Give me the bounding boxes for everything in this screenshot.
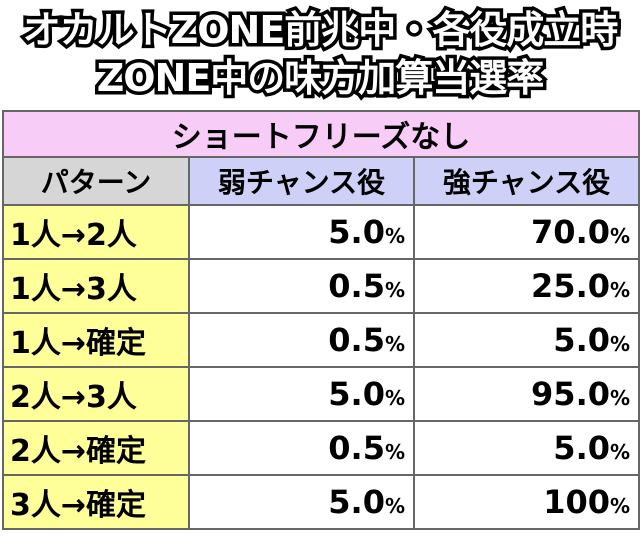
row-pattern: 1人→2人 bbox=[2, 204, 190, 260]
row-weak-value: 0.5% bbox=[188, 420, 415, 476]
table-row: 1人→確定 0.5% 5.0% bbox=[2, 312, 640, 368]
title-line-2: ZONE中の味方加算当選率 bbox=[93, 53, 548, 104]
table-row: 2人→確定 0.5% 5.0% bbox=[2, 420, 640, 476]
percent-unit: % bbox=[384, 386, 405, 410]
percent-unit: % bbox=[609, 278, 631, 302]
table-row: 3人→確定 5.0% 100% bbox=[2, 474, 640, 530]
table-row: 2人→3人 5.0% 95.0% bbox=[2, 366, 640, 422]
row-weak-value: 5.0% bbox=[188, 474, 415, 530]
percent-unit: % bbox=[384, 332, 405, 356]
table-row: 1人→3人 0.5% 25.0% bbox=[2, 258, 640, 314]
table-row: 1人→2人 5.0% 70.0% bbox=[2, 204, 640, 260]
row-strong-value: 5.0% bbox=[412, 312, 640, 368]
row-strong-value: 25.0% bbox=[412, 258, 640, 314]
row-strong-value: 5.0% bbox=[412, 420, 640, 476]
row-pattern: 2人→3人 bbox=[2, 366, 190, 422]
table-subtitle: ショートフリーズなし bbox=[1, 110, 640, 158]
row-strong-value: 100% bbox=[412, 474, 640, 530]
percent-unit: % bbox=[384, 494, 405, 518]
row-pattern: 3人→確定 bbox=[2, 474, 190, 530]
percent-unit: % bbox=[609, 494, 631, 518]
percent-unit: % bbox=[609, 386, 631, 410]
table-header-row: パターン 弱チャンス役 強チャンス役 bbox=[2, 156, 640, 206]
row-weak-value: 5.0% bbox=[188, 204, 415, 260]
title-line-1: オカルトZONE前兆中・各役成立時 bbox=[19, 5, 622, 56]
percent-unit: % bbox=[609, 440, 631, 464]
row-pattern: 1人→確定 bbox=[2, 312, 190, 368]
row-weak-value: 0.5% bbox=[188, 312, 415, 368]
row-weak-value: 5.0% bbox=[188, 366, 415, 422]
percent-unit: % bbox=[609, 332, 631, 356]
header-strong-chance: 強チャンス役 bbox=[412, 156, 640, 206]
table-subtitle-row: ショートフリーズなし bbox=[1, 110, 640, 158]
percent-unit: % bbox=[609, 224, 631, 248]
percent-unit: % bbox=[384, 278, 405, 302]
row-pattern: 2人→確定 bbox=[2, 420, 190, 476]
page-title: オカルトZONE前兆中・各役成立時 ZONE中の味方加算当選率 bbox=[0, 0, 640, 108]
row-weak-value: 0.5% bbox=[188, 258, 415, 314]
percent-unit: % bbox=[384, 224, 405, 248]
row-strong-value: 95.0% bbox=[412, 366, 640, 422]
header-pattern: パターン bbox=[2, 156, 190, 206]
row-strong-value: 70.0% bbox=[412, 204, 640, 260]
percent-unit: % bbox=[384, 440, 405, 464]
row-pattern: 1人→3人 bbox=[2, 258, 190, 314]
probability-table: ショートフリーズなし パターン 弱チャンス役 強チャンス役 1人→2人 5.0%… bbox=[1, 110, 640, 530]
header-weak-chance: 弱チャンス役 bbox=[188, 156, 415, 206]
